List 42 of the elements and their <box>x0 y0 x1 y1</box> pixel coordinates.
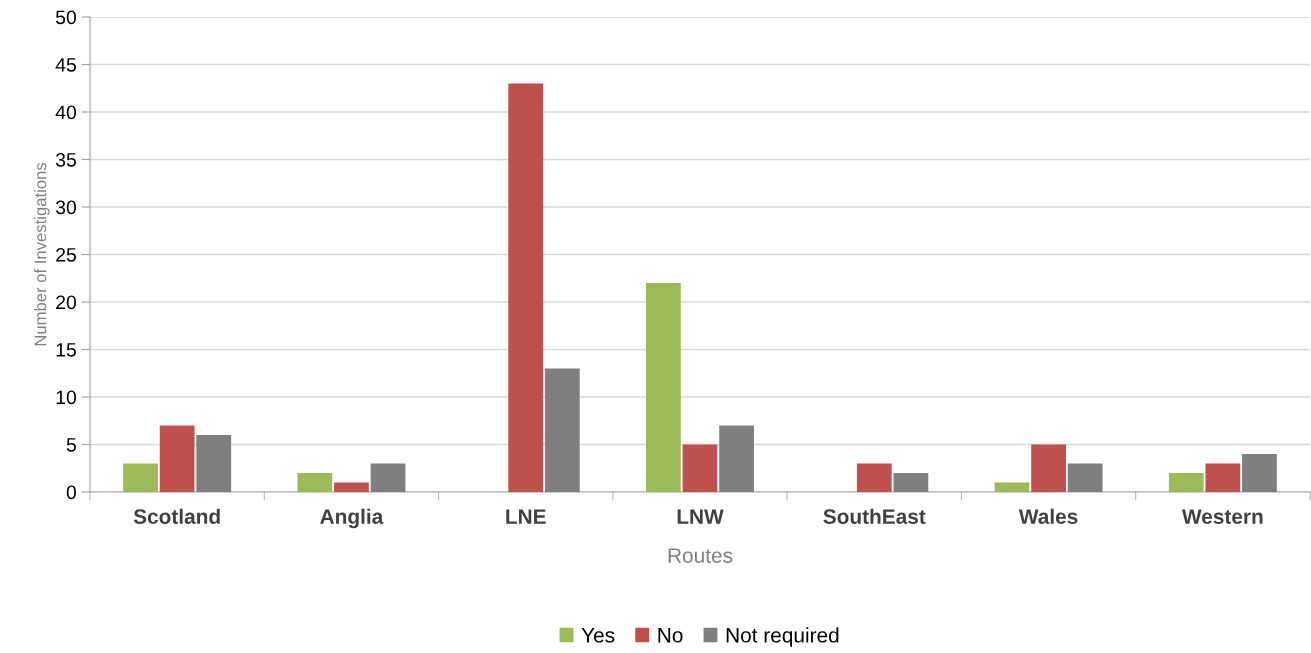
y-tick-label: 20 <box>56 295 77 310</box>
bar <box>893 473 929 492</box>
y-tick-label: 0 <box>66 485 77 500</box>
bar <box>1067 463 1103 492</box>
y-tick-label: 15 <box>56 343 76 357</box>
bar <box>508 83 544 492</box>
y-tick-label: 40 <box>55 105 77 120</box>
bar <box>682 444 718 492</box>
bar <box>1205 463 1241 492</box>
x-tick-label: Scotland <box>133 508 220 524</box>
bar <box>856 463 892 492</box>
bar <box>1031 444 1066 492</box>
bar <box>1168 473 1204 492</box>
bar <box>1242 454 1277 492</box>
y-tick-label: 50 <box>55 10 77 25</box>
y-tick-label: 10 <box>56 390 77 405</box>
legend-label: Yes <box>581 628 615 643</box>
x-tick-label: Western <box>1181 509 1263 524</box>
bar <box>196 435 232 492</box>
bar <box>297 473 333 492</box>
bar <box>544 368 580 492</box>
legend-label: No <box>658 628 683 643</box>
x-tick-label: LNE <box>506 509 546 524</box>
y-tick-label: 35 <box>55 152 76 167</box>
legend-label: Not required <box>726 627 839 647</box>
x-tick-label: Anglia <box>320 508 384 529</box>
y-tick-label: 45 <box>55 58 76 72</box>
x-tick-label: LNW <box>677 509 724 524</box>
x-tick-label: SouthEast <box>823 508 926 524</box>
bar <box>334 482 369 492</box>
y-tick-label: 30 <box>55 200 77 215</box>
y-axis-title: Number of Investigations <box>34 162 50 346</box>
y-tick-label: 5 <box>66 438 76 452</box>
x-axis-title: Routes <box>668 548 733 563</box>
bar <box>994 482 1030 492</box>
bar <box>646 283 681 492</box>
bar <box>370 463 406 492</box>
bar <box>123 463 158 492</box>
bar <box>159 425 195 492</box>
y-tick-label: 25 <box>56 247 76 262</box>
bar <box>719 425 754 492</box>
x-tick-label: Wales <box>1018 508 1078 524</box>
